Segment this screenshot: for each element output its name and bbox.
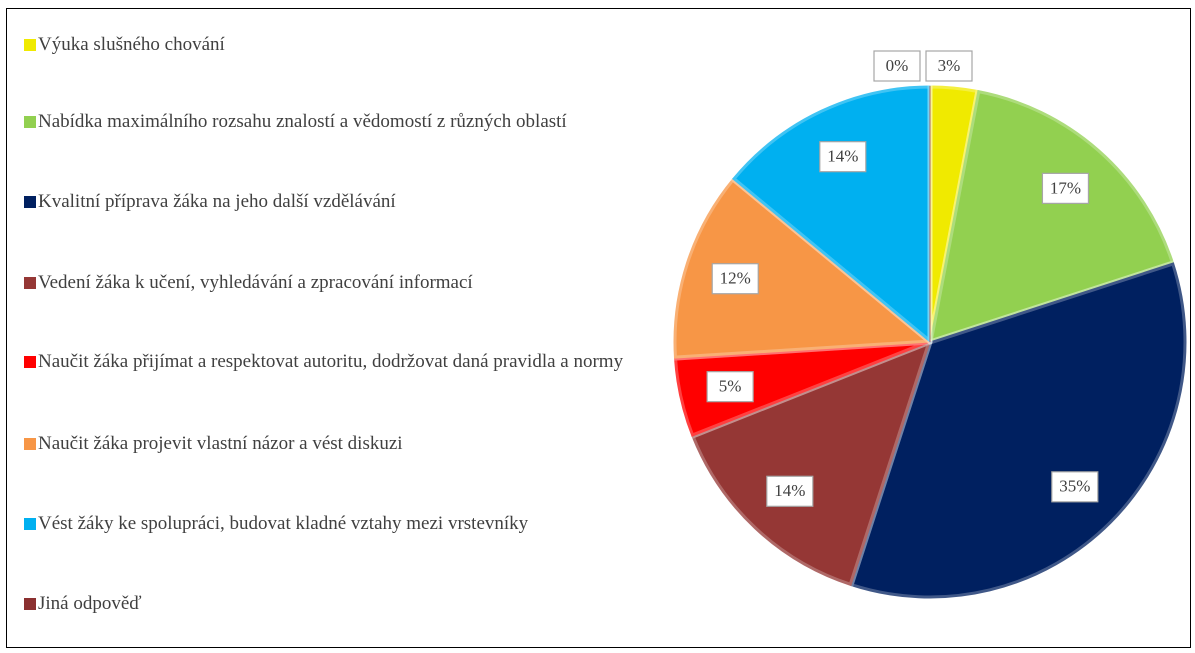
legend-swatch: [24, 39, 36, 51]
legend-item: Jiná odpověď: [24, 589, 638, 619]
slice-edge: [927, 88, 1176, 345]
legend-item: Výuka slušného chování: [24, 30, 638, 60]
label-box: [925, 50, 973, 82]
legend-item: Kvalitní příprava žáka na jeho další vzd…: [24, 187, 638, 217]
label-box: [706, 371, 754, 403]
label-box: [766, 475, 814, 507]
data-label: 3%: [938, 56, 961, 75]
slice-edge: [730, 83, 933, 345]
label-box: [711, 263, 759, 295]
legend-swatch: [24, 196, 36, 208]
legend-label: Naučit žáka projevit vlastní názor a vés…: [38, 433, 403, 454]
legend-item: Naučit žáka projevit vlastní názor a vés…: [24, 429, 638, 459]
legend-swatch: [24, 598, 36, 610]
slice-edge: [689, 339, 933, 588]
data-label: 0%: [886, 56, 909, 75]
legend-label: Kvalitní příprava žáka na jeho další vzd…: [38, 191, 396, 212]
pie-slice: [929, 89, 1175, 343]
data-label: 12%: [720, 269, 751, 288]
pie-slice: [732, 85, 931, 344]
pie-slice: [673, 178, 932, 359]
legend-label: Nabídka maximálního rozsahu znalostí a v…: [38, 111, 567, 132]
slice-edge: [848, 260, 1189, 601]
pie-slice: [691, 341, 931, 587]
label-box: [1051, 471, 1099, 503]
data-label: 14%: [827, 147, 858, 166]
slice-edge: [671, 176, 933, 361]
label-box: [819, 141, 867, 173]
legend-swatch: [24, 277, 36, 289]
legend-swatch: [24, 518, 36, 530]
legend-label: Výuka slušného chování: [38, 34, 225, 55]
legend-swatch: [24, 356, 36, 368]
data-label: 14%: [774, 481, 805, 500]
label-box: [1041, 172, 1090, 204]
legend-item: Vedení žáka k učení, vyhledávání a zprac…: [24, 268, 638, 298]
legend-item: Nabídka maximálního rozsahu znalostí a v…: [24, 107, 638, 137]
data-label: 35%: [1059, 477, 1090, 496]
pie-slice: [850, 262, 1187, 599]
label-box: [873, 50, 921, 82]
legend-label: Vedení žáka k učení, vyhledávání a zprac…: [38, 272, 473, 293]
legend-label: Naučit žáka přijímat a respektovat autor…: [38, 351, 624, 372]
data-label: 5%: [719, 377, 742, 396]
legend-label: Jiná odpověď: [38, 593, 142, 614]
legend-swatch: [24, 116, 36, 128]
legend-label: Vést žáky ke spolupráci, budovat kladné …: [38, 513, 529, 534]
chart-frame: [6, 8, 1191, 648]
legend-item: Vést žáky ke spolupráci, budovat kladné …: [24, 509, 638, 539]
legend-item: Naučit žáka přijímat a respektovat autor…: [24, 347, 638, 377]
data-label: 17%: [1050, 178, 1081, 197]
legend-swatch: [24, 438, 36, 450]
